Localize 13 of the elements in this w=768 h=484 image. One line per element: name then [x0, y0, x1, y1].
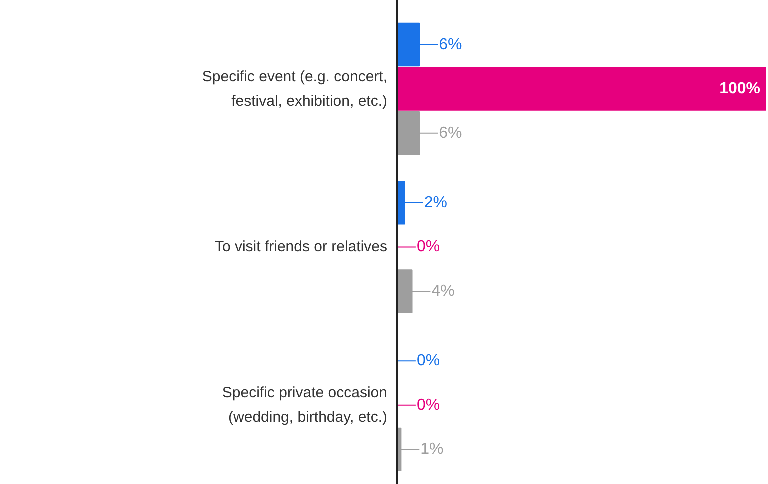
- data-label: 0%: [416, 238, 440, 256]
- data-label: 6%: [439, 36, 462, 54]
- data-label: 100%: [720, 80, 760, 98]
- data-label: 1%: [420, 441, 444, 458]
- y-tick-label: Specific event (e.g. concert, festival, exhibition, etc.): [202, 68, 388, 110]
- bar: [398, 67, 766, 111]
- data-label: 4%: [432, 283, 455, 300]
- data-label: 0%: [416, 396, 440, 414]
- data-label: 2%: [424, 194, 448, 212]
- data-label: 0%: [416, 352, 440, 370]
- data-label: 6%: [439, 124, 462, 142]
- y-tick-label: Specific private occasion (wedding, birthday, etc.): [222, 384, 388, 426]
- y-tick-label: To visit friends or relatives: [214, 238, 388, 256]
